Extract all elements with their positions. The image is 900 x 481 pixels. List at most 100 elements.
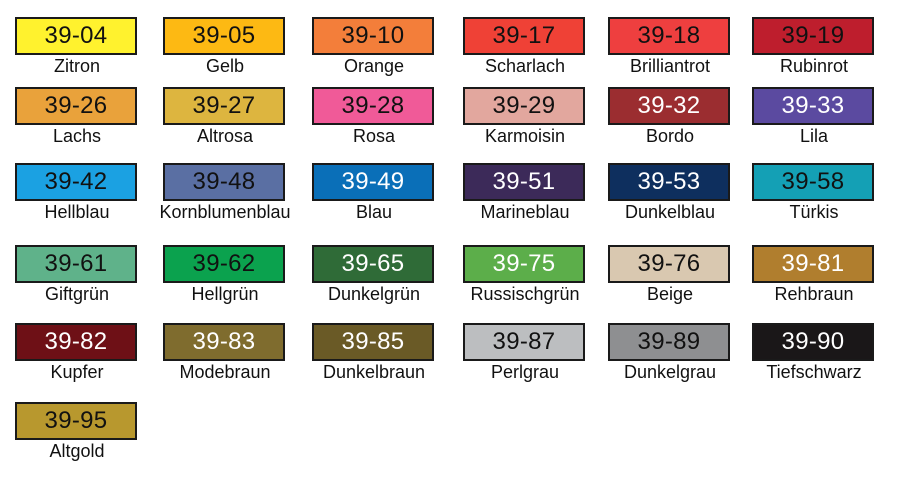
swatch-code: 39-28 [341,92,405,119]
color-swatch: 39-42 Hellblau [15,163,141,241]
color-swatch: 39-27 Altrosa [163,87,289,165]
swatch-code: 39-95 [44,407,108,434]
swatch-code: 39-19 [781,22,845,49]
swatch-code: 39-18 [637,22,701,49]
swatch-name: Rubinrot [779,56,849,76]
swatch-color-box: 39-05 [163,17,285,55]
swatch-name: Giftgrün [44,284,110,304]
swatch-code: 39-49 [341,168,405,195]
swatch-code: 39-75 [492,250,556,277]
swatch-color-box: 39-48 [163,163,285,201]
swatch-code: 39-62 [192,250,256,277]
swatch-name: Blau [355,202,393,222]
color-swatch: 39-82 Kupfer [15,323,141,401]
color-swatch: 39-76 Beige [608,245,734,323]
swatch-color-box: 39-28 [312,87,434,125]
swatch-color-box: 39-29 [463,87,585,125]
swatch-name: Rosa [352,126,396,146]
swatch-code: 39-61 [44,250,108,277]
swatch-name: Dunkelgrün [327,284,421,304]
color-swatch: 39-85 Dunkelbraun [312,323,438,401]
swatch-code: 39-04 [44,22,108,49]
swatch-name: Marineblau [480,202,570,222]
swatch-name: Modebraun [179,362,271,382]
swatch-code: 39-65 [341,250,405,277]
swatch-name: Kornblumenblau [159,202,291,222]
swatch-code: 39-48 [192,168,256,195]
color-swatch: 39-10 Orange [312,17,438,95]
color-swatch: 39-49 Blau [312,163,438,241]
swatch-code: 39-53 [637,168,701,195]
swatch-code: 39-05 [192,22,256,49]
color-swatch: 39-75 Russischgrün [463,245,589,323]
swatch-color-box: 39-17 [463,17,585,55]
color-swatch: 39-32 Bordo [608,87,734,165]
swatch-name: Gelb [205,56,245,76]
swatch-code: 39-83 [192,328,256,355]
swatch-color-box: 39-85 [312,323,434,361]
swatch-name: Lachs [52,126,102,146]
swatch-color-box: 39-62 [163,245,285,283]
swatch-color-box: 39-04 [15,17,137,55]
color-swatch: 39-26 Lachs [15,87,141,165]
color-swatch: 39-95 Altgold [15,402,141,480]
color-swatch: 39-48 Kornblumenblau [159,163,291,241]
swatch-code: 39-81 [781,250,845,277]
swatch-name: Hellgrün [191,284,259,304]
swatch-name: Perlgrau [490,362,560,382]
swatch-color-box: 39-89 [608,323,730,361]
swatch-color-box: 39-32 [608,87,730,125]
swatch-code: 39-27 [192,92,256,119]
swatch-color-box: 39-42 [15,163,137,201]
swatch-name: Dunkelgrau [623,362,717,382]
color-swatch: 39-87 Perlgrau [463,323,589,401]
swatch-code: 39-58 [781,168,845,195]
swatch-color-box: 39-83 [163,323,285,361]
swatch-color-box: 39-26 [15,87,137,125]
swatch-color-box: 39-76 [608,245,730,283]
swatch-color-box: 39-10 [312,17,434,55]
swatch-color-box: 39-90 [752,323,874,361]
swatch-color-box: 39-27 [163,87,285,125]
swatch-name: Brilliantrot [629,56,711,76]
swatch-color-box: 39-95 [15,402,137,440]
swatch-name: Türkis [789,202,839,222]
color-swatch: 39-90 Tiefschwarz [752,323,878,401]
color-swatch: 39-17 Scharlach [463,17,589,95]
color-swatch: 39-62 Hellgrün [163,245,289,323]
swatch-color-box: 39-53 [608,163,730,201]
color-swatch: 39-89 Dunkelgrau [608,323,734,401]
swatch-color-box: 39-75 [463,245,585,283]
color-swatch: 39-04 Zitron [15,17,141,95]
swatch-name: Orange [343,56,405,76]
swatch-code: 39-51 [492,168,556,195]
swatch-code: 39-26 [44,92,108,119]
swatch-name: Scharlach [484,56,566,76]
swatch-code: 39-42 [44,168,108,195]
swatch-color-box: 39-19 [752,17,874,55]
swatch-name: Dunkelbraun [322,362,426,382]
color-swatch: 39-65 Dunkelgrün [312,245,438,323]
swatch-code: 39-33 [781,92,845,119]
swatch-name: Altgold [49,441,105,461]
swatch-color-box: 39-18 [608,17,730,55]
swatch-name: Lila [799,126,829,146]
swatch-color-box: 39-87 [463,323,585,361]
swatch-code: 39-89 [637,328,701,355]
swatch-name: Bordo [645,126,695,146]
swatch-name: Beige [646,284,694,304]
swatch-code: 39-76 [637,250,701,277]
color-swatch: 39-81 Rehbraun [752,245,878,323]
color-swatch: 39-83 Modebraun [163,323,289,401]
swatch-code: 39-32 [637,92,701,119]
color-swatch: 39-33 Lila [752,87,878,165]
swatch-name: Tiefschwarz [766,362,862,382]
swatch-code: 39-82 [44,328,108,355]
color-swatch: 39-51 Marineblau [463,163,589,241]
swatch-color-box: 39-33 [752,87,874,125]
swatch-color-box: 39-61 [15,245,137,283]
color-swatch: 39-58 Türkis [752,163,878,241]
swatch-code: 39-85 [341,328,405,355]
swatch-name: Zitron [53,56,100,76]
